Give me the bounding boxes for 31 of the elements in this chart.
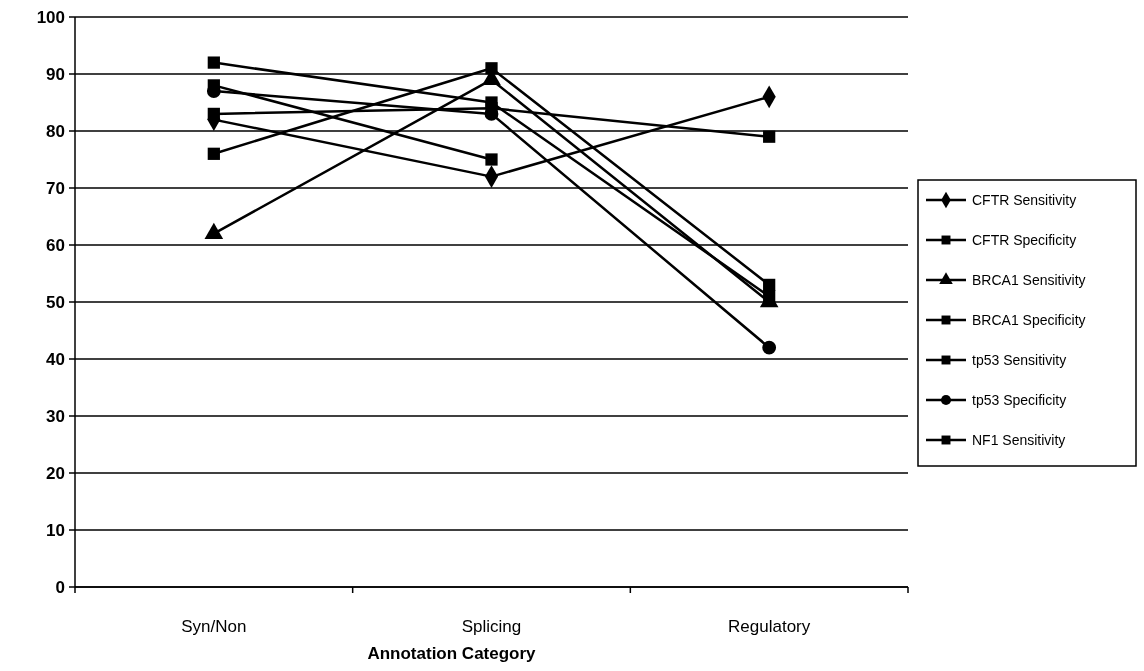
y-tick-label: 20 <box>46 463 65 483</box>
y-tick-label: 0 <box>55 577 65 597</box>
legend-label: BRCA1 Sensitivity <box>972 271 1086 288</box>
point <box>485 62 498 75</box>
point <box>485 96 498 109</box>
x-tick-label: Syn/Non <box>181 617 247 636</box>
legend-label: tp53 Sensitivity <box>972 351 1067 368</box>
point <box>207 107 220 121</box>
x-tick-label: Splicing <box>461 617 522 636</box>
y-tick-label: 30 <box>46 406 65 426</box>
y-tick-label: 70 <box>46 178 65 198</box>
y-tick-label: 60 <box>46 235 65 255</box>
y-tick-label: 10 <box>46 520 65 540</box>
x-tick-label: Regulatory <box>728 617 811 636</box>
x-axis-title: Annotation Category <box>367 644 537 663</box>
point <box>763 278 776 292</box>
legend-label: NF1 Sensitivity <box>972 431 1066 448</box>
point <box>207 147 220 160</box>
y-tick-label: 40 <box>46 349 65 369</box>
legend-label: CFTR Sensitivity <box>972 191 1077 208</box>
legend-label: CFTR Specificity <box>972 231 1077 248</box>
y-tick-label: 90 <box>46 64 65 84</box>
point <box>207 56 220 69</box>
point <box>762 340 777 355</box>
point <box>485 153 498 166</box>
point <box>763 130 776 143</box>
legend-label: BRCA1 Specificity <box>972 311 1086 328</box>
y-tick-label: 80 <box>46 121 65 141</box>
legend-label: tp53 Specificity <box>972 391 1067 408</box>
y-tick-label: 100 <box>36 7 65 27</box>
y-tick-label: 50 <box>46 292 65 312</box>
